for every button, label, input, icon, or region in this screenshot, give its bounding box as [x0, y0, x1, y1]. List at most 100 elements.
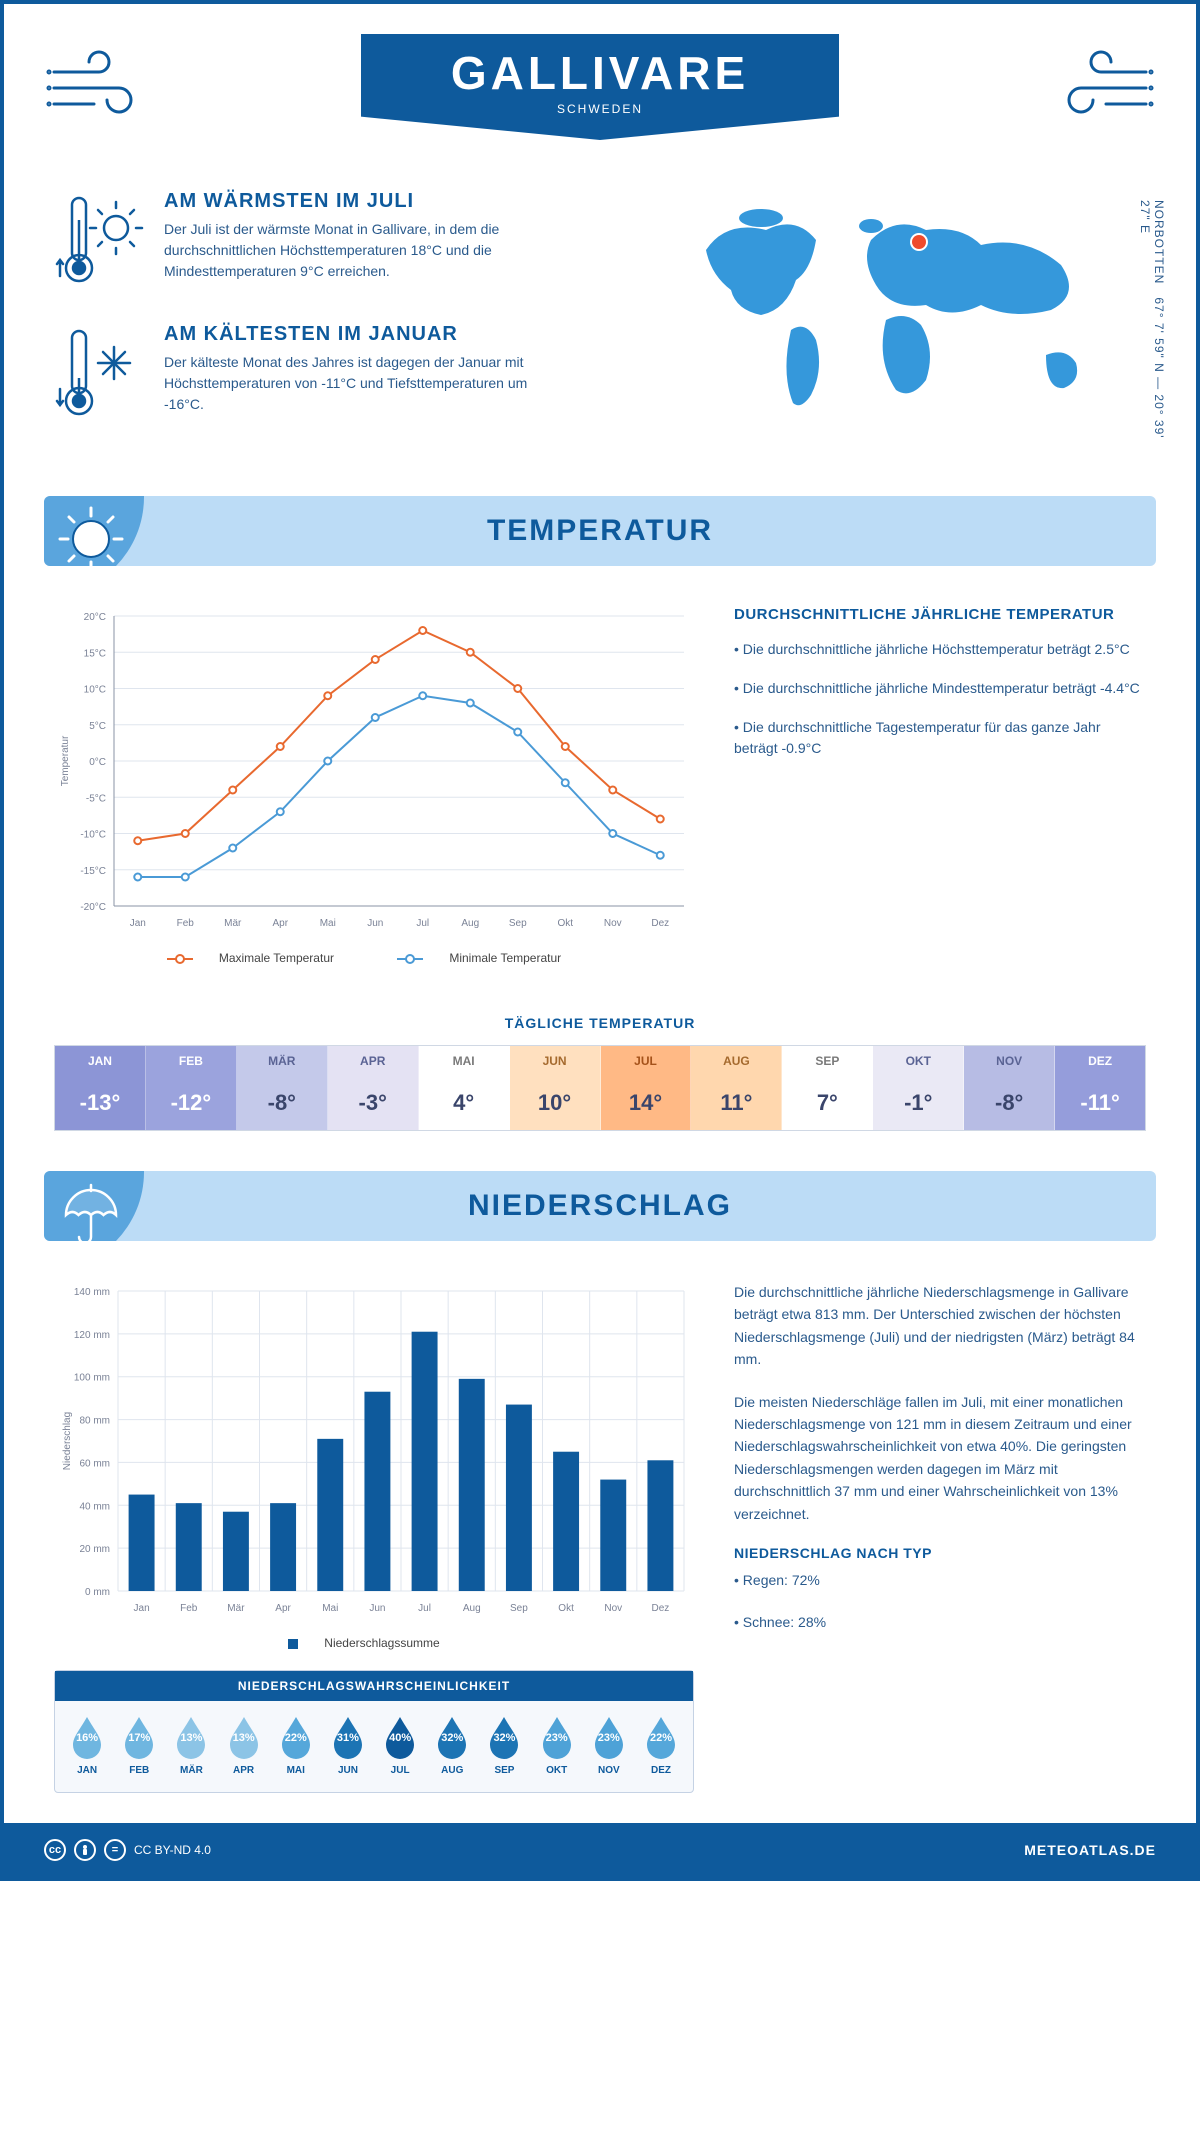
svg-text:20°C: 20°C	[84, 612, 106, 623]
svg-text:Mär: Mär	[227, 1603, 245, 1614]
temp-bullet: • Die durchschnittliche jährliche Mindes…	[734, 678, 1146, 699]
rain-drop: 40% JUL	[374, 1715, 426, 1776]
svg-text:Jun: Jun	[369, 1603, 385, 1614]
temperature-body: -20°C -15°C -10°C -5°C 0°C 5°C 10°C 15°C 20°C Jan…	[4, 566, 1196, 985]
svg-text:Apr: Apr	[272, 918, 288, 929]
svg-text:Feb: Feb	[180, 1603, 198, 1614]
svg-text:Okt: Okt	[557, 918, 573, 929]
svg-text:Jul: Jul	[418, 1603, 431, 1614]
site-name: METEOATLAS.DE	[1024, 1842, 1156, 1858]
daily-col: OKT -1°	[873, 1046, 964, 1130]
daily-col: AUG 11°	[691, 1046, 782, 1130]
precip-type-title: NIEDERSCHLAG NACH TYP	[734, 1545, 1146, 1561]
coldest-fact: AM KÄLTESTEN IM JANUAR Der kälteste Mona…	[54, 323, 646, 428]
svg-text:Jan: Jan	[134, 1603, 150, 1614]
precip-title: NIEDERSCHLAG	[74, 1189, 1126, 1223]
wind-icon	[1046, 44, 1156, 129]
rain-drop: 13% MÄR	[165, 1715, 217, 1776]
footer: cc = CC BY-ND 4.0 METEOATLAS.DE	[4, 1823, 1196, 1877]
precip-probability-box: NIEDERSCHLAGSWAHRSCHEINLICHKEIT 16% JAN …	[54, 1670, 694, 1793]
by-icon	[74, 1839, 96, 1861]
daily-col: MÄR -8°	[237, 1046, 328, 1130]
daily-col: APR -3°	[328, 1046, 419, 1130]
precip-paragraph: Die meisten Niederschläge fallen im Juli…	[734, 1391, 1146, 1525]
svg-text:Nov: Nov	[604, 918, 622, 929]
daily-col: JUN 10°	[510, 1046, 601, 1130]
daily-col: MAI 4°	[419, 1046, 510, 1130]
svg-text:20 mm: 20 mm	[79, 1544, 110, 1555]
svg-text:Mai: Mai	[320, 918, 336, 929]
license: cc = CC BY-ND 4.0	[44, 1839, 211, 1861]
svg-text:-20°C: -20°C	[80, 902, 106, 913]
coldest-text: Der kälteste Monat des Jahres ist dagege…	[164, 352, 544, 415]
svg-text:Mai: Mai	[322, 1603, 338, 1614]
precip-section-header: NIEDERSCHLAG	[44, 1171, 1156, 1241]
svg-text:5°C: 5°C	[89, 721, 106, 732]
svg-text:60 mm: 60 mm	[79, 1458, 110, 1469]
svg-text:Niederschlag: Niederschlag	[62, 1412, 73, 1470]
nd-icon: =	[104, 1839, 126, 1861]
cc-icon: cc	[44, 1839, 66, 1861]
rain-drop: 31% JUN	[322, 1715, 374, 1776]
rain-drop: 22% MAI	[270, 1715, 322, 1776]
daily-col: SEP 7°	[782, 1046, 873, 1130]
infographic-page: GALLIVARE SCHWEDEN AM WÄRMSTEN IM JULI D…	[0, 0, 1200, 1881]
thermometer-sun-icon	[54, 190, 144, 295]
rain-drop: 13% APR	[218, 1715, 270, 1776]
temp-bullet: • Die durchschnittliche Tagestemperatur …	[734, 717, 1146, 759]
temp-summary-title: DURCHSCHNITTLICHE JÄHRLICHE TEMPERATUR	[734, 606, 1146, 623]
country-subtitle: SCHWEDEN	[451, 102, 749, 116]
warmest-fact: AM WÄRMSTEN IM JULI Der Juli ist der wär…	[54, 190, 646, 295]
coordinates: NORBOTTEN 67° 7' 59" N — 20° 39' 27" E	[1138, 200, 1166, 456]
rain-drop: 16% JAN	[61, 1715, 113, 1776]
title-banner: GALLIVARE SCHWEDEN	[361, 34, 839, 140]
svg-text:Aug: Aug	[461, 918, 479, 929]
precip-type-item: • Regen: 72%	[734, 1569, 1146, 1591]
umbrella-icon	[56, 1179, 126, 1241]
svg-text:0°C: 0°C	[89, 757, 106, 768]
svg-text:Dez: Dez	[651, 918, 669, 929]
daily-col: DEZ -11°	[1055, 1046, 1145, 1130]
svg-text:Temperatur: Temperatur	[60, 735, 71, 786]
daily-temp-table: JAN -13° FEB -12° MÄR -8° APR -3° MAI 4°…	[54, 1045, 1146, 1131]
thermometer-snow-icon	[54, 323, 144, 428]
temp-legend: Maximale Temperatur Minimale Temperatur	[54, 951, 694, 965]
warmest-title: AM WÄRMSTEN IM JULI	[164, 190, 544, 213]
precip-legend: Niederschlagssumme	[54, 1636, 694, 1650]
svg-text:Jul: Jul	[416, 918, 429, 929]
rain-drop: 32% AUG	[426, 1715, 478, 1776]
precipitation-bar-chart: 0 mm20 mm40 mm60 mm80 mm100 mm120 mm140 …	[54, 1281, 694, 1621]
world-map: NORBOTTEN 67° 7' 59" N — 20° 39' 27" E	[676, 190, 1146, 456]
daily-col: FEB -12°	[146, 1046, 237, 1130]
svg-text:-15°C: -15°C	[80, 866, 106, 877]
rain-drop: 32% SEP	[478, 1715, 530, 1776]
svg-text:140 mm: 140 mm	[74, 1287, 110, 1298]
svg-text:10°C: 10°C	[84, 685, 106, 696]
rain-drop: 23% NOV	[583, 1715, 635, 1776]
svg-text:Sep: Sep	[509, 918, 527, 929]
city-title: GALLIVARE	[451, 46, 749, 100]
coldest-title: AM KÄLTESTEN IM JANUAR	[164, 323, 544, 346]
temperature-section-header: TEMPERATUR	[44, 496, 1156, 566]
svg-text:40 mm: 40 mm	[79, 1501, 110, 1512]
temperature-title: TEMPERATUR	[74, 514, 1126, 548]
svg-text:Okt: Okt	[558, 1603, 574, 1614]
daily-temp-title: TÄGLICHE TEMPERATUR	[4, 1015, 1196, 1031]
daily-col: JUL 14°	[601, 1046, 692, 1130]
wind-icon	[44, 44, 154, 129]
svg-text:Aug: Aug	[463, 1603, 481, 1614]
precip-body: 0 mm20 mm40 mm60 mm80 mm100 mm120 mm140 …	[4, 1241, 1196, 1823]
svg-text:-5°C: -5°C	[86, 793, 106, 804]
precip-paragraph: Die durchschnittliche jährliche Niedersc…	[734, 1281, 1146, 1371]
svg-text:Apr: Apr	[275, 1603, 291, 1614]
svg-text:-10°C: -10°C	[80, 830, 106, 841]
svg-text:15°C: 15°C	[84, 648, 106, 659]
warmest-text: Der Juli ist der wärmste Monat in Galliv…	[164, 219, 544, 282]
svg-text:Dez: Dez	[652, 1603, 670, 1614]
svg-text:120 mm: 120 mm	[74, 1330, 110, 1341]
rain-drop: 22% DEZ	[635, 1715, 687, 1776]
svg-text:Sep: Sep	[510, 1603, 528, 1614]
svg-text:Nov: Nov	[604, 1603, 622, 1614]
svg-text:Jan: Jan	[130, 918, 146, 929]
svg-text:100 mm: 100 mm	[74, 1373, 110, 1384]
